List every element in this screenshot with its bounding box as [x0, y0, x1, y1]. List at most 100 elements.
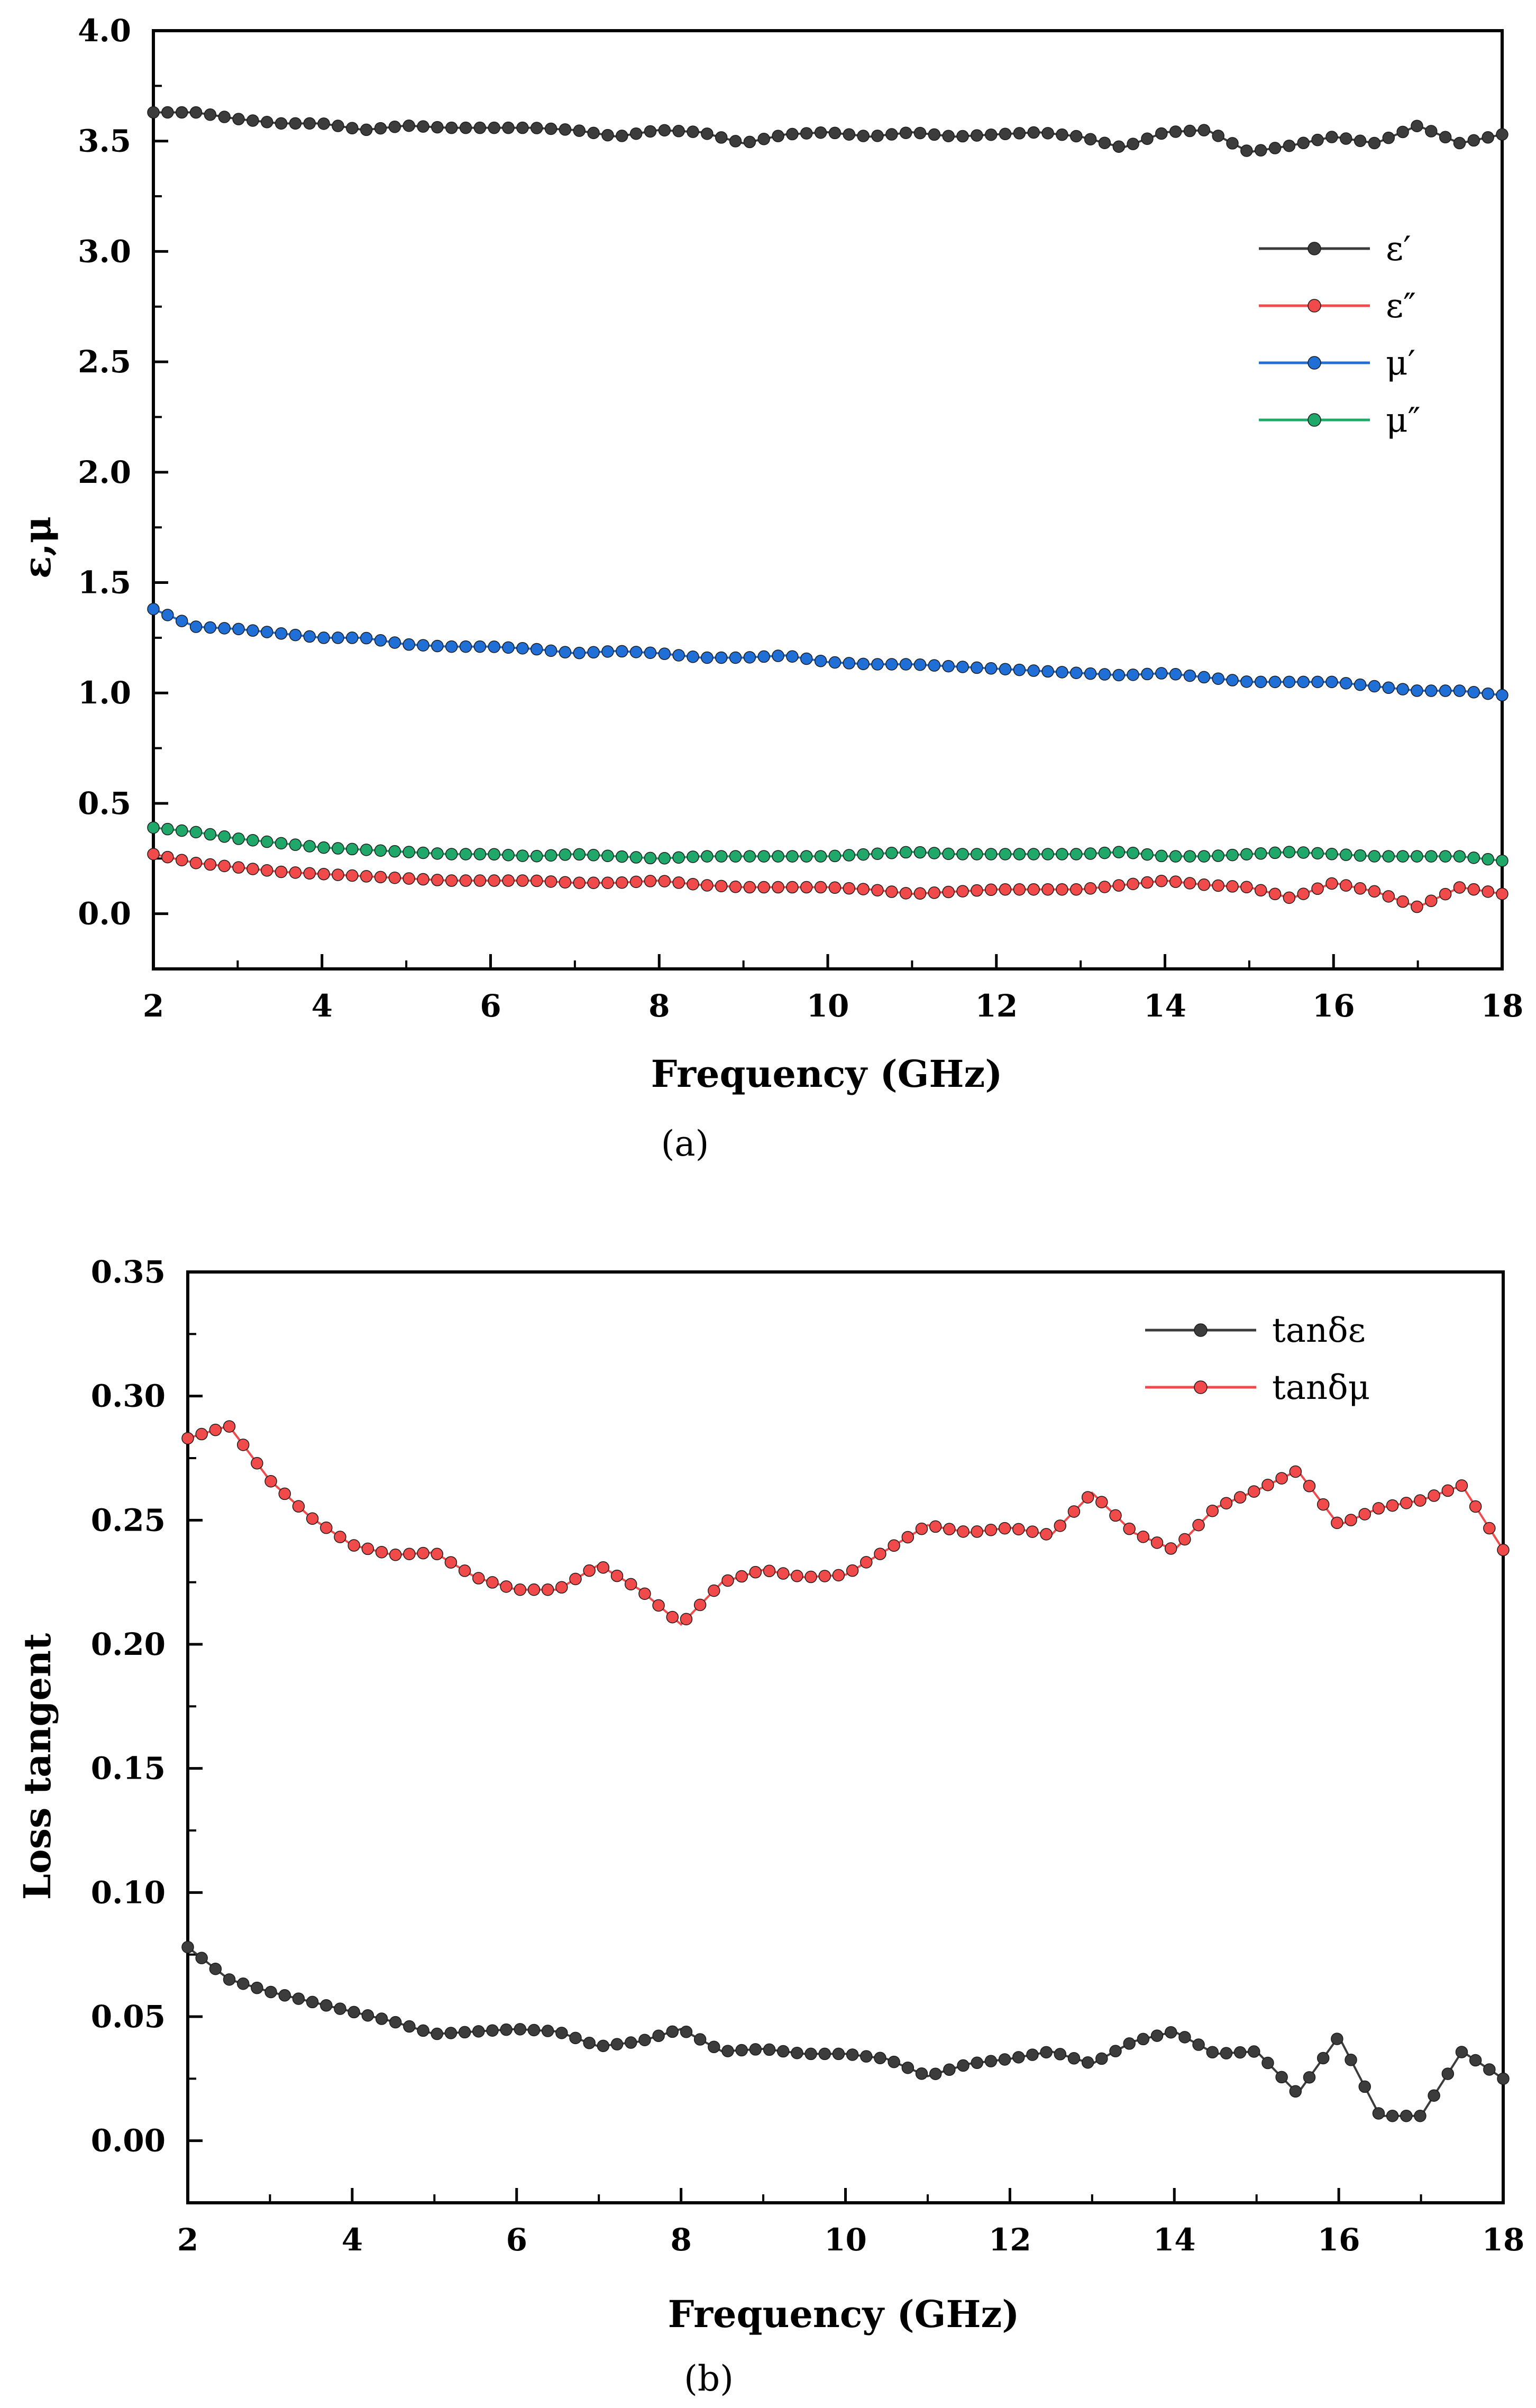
chart-a-data-point: [189, 620, 203, 633]
chart-a-data-point: [1112, 879, 1126, 892]
chart-a-data-point: [715, 850, 728, 863]
chart-b-data-point: [1164, 1542, 1177, 1555]
chart-a-data-point: [1112, 669, 1126, 682]
chart-b-data-point: [818, 2047, 831, 2061]
chart-a-data-point: [1226, 137, 1239, 150]
chart-a-data-point: [942, 885, 955, 899]
chart-b-data-point: [846, 1564, 859, 1577]
chart-a-data-point: [1183, 124, 1196, 138]
chart-a-data-point: [672, 851, 685, 864]
chart-a-data-point: [1141, 667, 1154, 681]
chart-a-data-point: [346, 631, 359, 644]
chart-a-data-point: [1069, 130, 1083, 143]
chart-b-data-point: [569, 1572, 582, 1586]
chart-a-data-point: [1425, 684, 1438, 697]
chart-a-data-point: [544, 644, 557, 657]
chart-b-data-point: [1441, 2067, 1455, 2080]
chart-a-data-point: [403, 638, 415, 651]
chart-a-data-point: [1027, 664, 1040, 677]
chart-a-data-point: [1027, 848, 1040, 860]
chart-a-data-point: [871, 130, 884, 142]
chart-b-x-tick-label: 12: [989, 2222, 1031, 2258]
chart-a-data-point: [1325, 877, 1338, 890]
chart-a-data-point: [772, 850, 784, 863]
chart-b-data-point: [264, 1985, 277, 1999]
chart-b-data-point: [223, 1420, 236, 1433]
chart-a-data-point: [828, 656, 842, 669]
chart-a-data-point: [1013, 663, 1026, 676]
chart-a-data-point: [388, 121, 401, 133]
chart-a-data-point: [374, 844, 387, 857]
chart-b-data-point: [749, 1565, 762, 1579]
chart-a-y-tick-label: 2.5: [78, 344, 131, 380]
chart-b-data-point: [791, 2046, 803, 2059]
chart-b-data-point: [1192, 1518, 1205, 1532]
chart-a-data-point: [786, 127, 799, 141]
chart-a-data-point: [1467, 134, 1480, 147]
chart-a-data-point: [260, 864, 273, 877]
chart-a-data-point: [289, 866, 302, 879]
chart-a-data-point: [1041, 665, 1054, 678]
chart-a-data-point: [1439, 850, 1452, 863]
chart-b-data-point: [1012, 1523, 1025, 1536]
chart-a-data-point: [601, 849, 614, 862]
chart-a-data-point: [1226, 848, 1239, 862]
chart-a-data-point: [743, 850, 756, 863]
chart-a-data-point: [417, 639, 429, 652]
chart-a-data-point: [1283, 846, 1296, 858]
chart-a-data-point: [885, 885, 898, 898]
chart-a-data-point: [971, 129, 983, 142]
chart-b-data-point: [1233, 2046, 1247, 2059]
chart-a-data-point: [757, 650, 770, 663]
chart-a-data-point: [999, 663, 1012, 675]
chart-a-data-point: [715, 131, 728, 144]
chart-a-data-point: [1482, 687, 1494, 700]
chart-a-data-point: [1368, 680, 1381, 693]
chart-b: (b) Frequency (GHz) Loss tangent 2 4 6 8 10 1…: [15, 1254, 1524, 2399]
chart-a-data-point: [814, 850, 827, 863]
chart-a-data-point: [1098, 881, 1111, 893]
chart-a-data-point: [1183, 877, 1196, 890]
chart-b-data-point: [1483, 2063, 1496, 2076]
chart-a-data-point: [644, 875, 657, 887]
chart-a-data-point: [1240, 881, 1253, 894]
chart-a-data-point: [289, 628, 302, 642]
chart-a-data-point: [1297, 887, 1310, 900]
chart-b-data-point: [929, 2067, 942, 2080]
chart-a-data-point: [1453, 850, 1466, 863]
chart-b-x-tick-label: 6: [506, 2222, 527, 2258]
chart-a-data-point: [843, 882, 856, 895]
chart-a-data-point: [729, 881, 742, 893]
chart-b-legend-label: tanδε: [1272, 1311, 1366, 1350]
chart-a-data-point: [701, 651, 714, 664]
chart-a-data-point: [1411, 850, 1423, 863]
chart-a-legend-label: μ′: [1386, 344, 1415, 383]
chart-a-data-point: [971, 884, 983, 897]
chart-b-data-point: [735, 1570, 748, 1583]
chart-b-data-point: [1441, 1484, 1455, 1497]
chart-b-data-point: [1150, 1536, 1164, 1549]
chart-b-data-point: [292, 1992, 305, 2005]
chart-b-data-point: [209, 1423, 222, 1436]
chart-a-data-point: [232, 861, 245, 874]
chart-a-data-point: [772, 881, 784, 894]
chart-a-data-point: [1069, 666, 1083, 679]
chart-a-data-point: [1425, 125, 1438, 138]
chart-a-data-point: [488, 121, 500, 134]
chart-a-data-point: [317, 867, 330, 881]
chart-a-data-point: [516, 121, 529, 134]
chart-a-data-point: [701, 879, 714, 892]
chart-b-data-point: [1358, 2080, 1371, 2093]
chart-b-legend-marker: [1194, 1380, 1208, 1394]
chart-a-data-point: [218, 859, 231, 873]
chart-b-data-point: [417, 2024, 429, 2037]
chart-a-data-point: [431, 639, 444, 653]
chart-b-y-tick-label: 0.35: [91, 1254, 166, 1290]
chart-a-data-point: [1354, 882, 1367, 895]
chart-a-data-point: [303, 117, 316, 130]
chart-a-data-point: [885, 128, 898, 141]
chart-a-data-point: [417, 873, 429, 886]
chart-b-x-tick-label: 8: [670, 2222, 691, 2258]
chart-a-data-point: [530, 643, 543, 656]
chart-a-data-point: [559, 123, 572, 136]
